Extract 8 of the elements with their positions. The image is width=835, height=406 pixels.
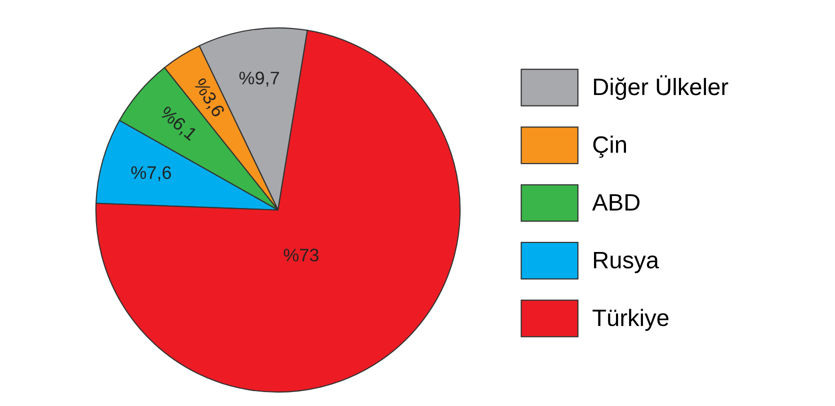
legend-label: Türkiye <box>592 308 668 331</box>
data-label: %7,6 <box>131 166 171 182</box>
legend-label: Rusya <box>594 252 660 274</box>
legend-label: ABD <box>592 194 640 210</box>
data-label: %9,7 <box>239 72 279 87</box>
legend-label: Çin <box>593 136 626 158</box>
legend-label: Diğer Ülkeler <box>594 75 728 100</box>
data-label: %73 <box>284 248 318 262</box>
